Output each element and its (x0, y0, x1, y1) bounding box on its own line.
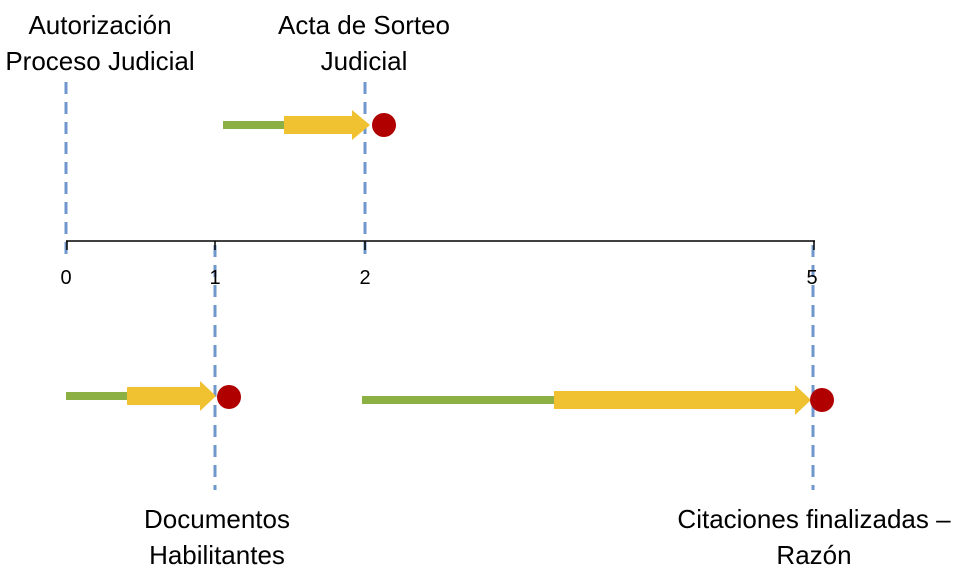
label-autorizacion-line2: Proceso Judicial (5, 46, 194, 76)
tick-label-5: 5 (806, 267, 817, 289)
bar-acta-endpoint (372, 113, 396, 137)
tick-label-0: 0 (60, 267, 71, 289)
label-documentos-line1: Documentos (144, 504, 290, 534)
bar-acta-arrow (284, 110, 370, 140)
bar-documentos (66, 381, 241, 411)
bar-documentos-arrow (127, 381, 216, 411)
bar-citaciones-endpoint (810, 388, 834, 412)
tick-label-1: 1 (209, 267, 220, 289)
tick-label-2: 2 (359, 267, 370, 289)
label-acta-line2: Judicial (321, 46, 408, 76)
label-documentos-line2: Habilitantes (149, 540, 285, 570)
bar-documentos-endpoint (217, 385, 241, 409)
label-citaciones-line1: Citaciones finalizadas – (677, 504, 951, 534)
bar-citaciones-green-segment (362, 396, 556, 404)
bar-documentos-green-segment (66, 392, 128, 400)
bar-citaciones (362, 385, 834, 415)
label-autorizacion-line1: Autorización (28, 10, 171, 40)
bar-acta (223, 110, 396, 140)
label-acta-line1: Acta de Sorteo (278, 10, 450, 40)
label-citaciones-line2: Razón (776, 540, 851, 570)
bar-acta-green-segment (223, 121, 285, 129)
bar-citaciones-arrow (554, 385, 811, 415)
